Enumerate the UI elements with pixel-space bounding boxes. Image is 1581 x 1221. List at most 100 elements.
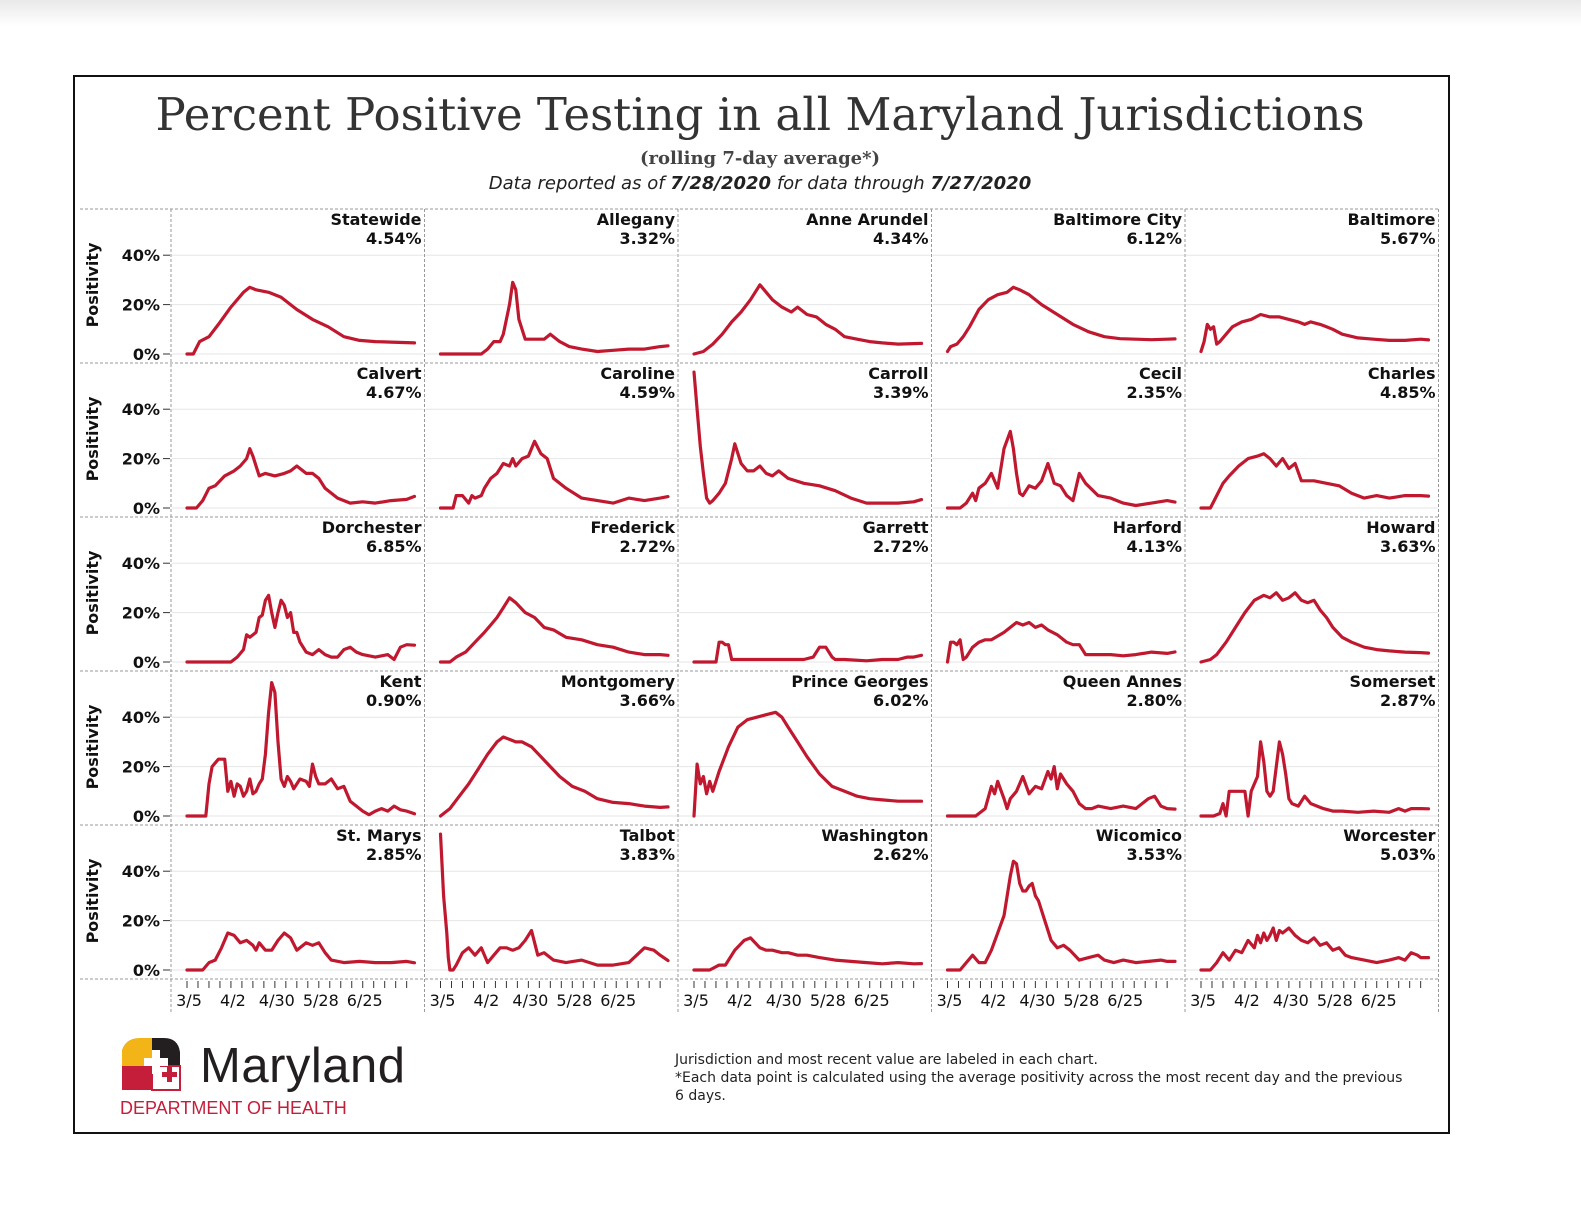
panel-title: Worcester (1343, 826, 1435, 845)
panel-title: Wicomico (1096, 826, 1182, 845)
panel-title: Kent (379, 672, 421, 691)
panel-title: Carroll (868, 364, 928, 383)
panel-latest-value: 4.67% (366, 383, 422, 402)
x-tick-label: 5/28 (303, 991, 339, 1010)
y-tick-label: 40% (122, 708, 160, 727)
y-tick-label: 40% (122, 246, 160, 265)
series-line-cecil (945, 429, 1177, 510)
x-tick-label: 6/25 (347, 991, 383, 1010)
panel-title: Statewide (330, 210, 421, 229)
panel-latest-value: 6.85% (366, 537, 422, 556)
y-axis-label: Positivity (83, 704, 102, 789)
through-date: 7/27/2020 (930, 173, 1032, 194)
series-line-prince-georges (692, 710, 924, 818)
panel-title: Caroline (600, 364, 675, 383)
panel-latest-value: 3.32% (619, 229, 675, 248)
y-tick-label: 0% (133, 961, 160, 980)
panel-title: Garrett (863, 518, 929, 537)
panel-title: Allegany (597, 210, 676, 229)
panel-latest-value: 2.85% (366, 845, 422, 864)
series-line-charles (1199, 452, 1431, 510)
x-tick-label: 5/28 (1317, 991, 1353, 1010)
y-axis-label: Positivity (83, 550, 102, 635)
series-line-queen-annes (945, 765, 1177, 818)
y-tick-label: 40% (122, 862, 160, 881)
report-date: 7/28/2020 (670, 173, 772, 194)
panel-title: Montgomery (561, 672, 676, 691)
x-tick-label: 3/5 (1190, 991, 1216, 1010)
panel-title: Somerset (1350, 672, 1436, 691)
panel-title: Baltimore City (1053, 210, 1182, 229)
panel-title: St. Marys (336, 826, 421, 845)
y-tick-label: 20% (122, 296, 160, 315)
series-line-allegany (438, 280, 670, 356)
panel-latest-value: 6.02% (873, 691, 929, 710)
x-tick-label: 4/2 (727, 991, 753, 1010)
series-line-somerset (1199, 740, 1431, 818)
x-tick-label: 4/30 (1273, 991, 1309, 1010)
series-line-dorchester (185, 593, 417, 664)
y-axis-label: Positivity (83, 242, 102, 327)
panel-latest-value: 2.62% (873, 845, 929, 864)
panel-latest-value: 3.39% (873, 383, 929, 402)
panel-latest-value: 4.13% (1126, 537, 1182, 556)
series-line-carroll (692, 370, 924, 505)
series-line-baltimore (1199, 312, 1431, 354)
panel-latest-value: 3.66% (619, 691, 675, 710)
panel-title: Dorchester (322, 518, 422, 537)
series-line-montgomery (438, 735, 670, 818)
panel-title: Charles (1368, 364, 1436, 383)
x-tick-label: 4/30 (512, 991, 548, 1010)
y-tick-label: 40% (122, 554, 160, 573)
x-tick-label: 3/5 (176, 991, 202, 1010)
report-middle: for data through (771, 173, 931, 194)
y-tick-label: 0% (133, 499, 160, 518)
x-tick-label: 4/2 (220, 991, 246, 1010)
window-top-gradient (0, 0, 1581, 26)
series-line-calvert (185, 447, 417, 510)
series-line-harford (945, 620, 1177, 664)
panel-latest-value: 4.85% (1380, 383, 1436, 402)
series-line-kent (185, 681, 417, 818)
series-line-caroline (438, 439, 670, 510)
panel-title: Anne Arundel (806, 210, 928, 229)
series-line-howard (1199, 591, 1431, 664)
series-line-wicomico (945, 859, 1177, 972)
y-tick-label: 20% (122, 758, 160, 777)
x-tick-label: 4/30 (1019, 991, 1055, 1010)
panel-latest-value: 2.35% (1126, 383, 1182, 402)
report-prefix: Data reported as of (488, 173, 671, 194)
panel-latest-value: 3.53% (1126, 845, 1182, 864)
x-tick-label: 3/5 (683, 991, 709, 1010)
x-tick-label: 3/5 (430, 991, 456, 1010)
y-tick-label: 0% (133, 653, 160, 672)
series-line-talbot (438, 832, 670, 972)
series-line-baltimore-city (945, 285, 1177, 354)
y-tick-label: 0% (133, 345, 160, 364)
report-date-line: Data reported as of 7/28/2020 for data t… (0, 173, 1520, 194)
x-tick-label: 4/30 (259, 991, 295, 1010)
panel-latest-value: 3.63% (1380, 537, 1436, 556)
panel-latest-value: 5.03% (1380, 845, 1436, 864)
series-line-st-marys (185, 931, 417, 972)
x-tick-label: 4/2 (474, 991, 500, 1010)
maryland-flag-icon (122, 1038, 181, 1091)
x-tick-label: 6/25 (1361, 991, 1397, 1010)
panel-title: Harford (1113, 518, 1182, 537)
x-tick-label: 6/25 (854, 991, 890, 1010)
y-axis-label: Positivity (83, 858, 102, 943)
panel-latest-value: 2.80% (1126, 691, 1182, 710)
series-line-worcester (1199, 926, 1431, 972)
footnote-line-2: *Each data point is calculated using the… (675, 1070, 1403, 1104)
logo-wordmark: Maryland (200, 1039, 406, 1093)
page-title: Percent Positive Testing in all Maryland… (155, 88, 1365, 141)
series-line-frederick (438, 596, 670, 664)
panel-latest-value: 2.87% (1380, 691, 1436, 710)
x-tick-label: 5/28 (556, 991, 592, 1010)
logo-department: DEPARTMENT OF HEALTH (120, 1098, 347, 1118)
panel-latest-value: 4.34% (873, 229, 929, 248)
x-tick-label: 3/5 (937, 991, 963, 1010)
panel-title: Calvert (357, 364, 422, 383)
series-line-anne-arundel (692, 283, 924, 356)
